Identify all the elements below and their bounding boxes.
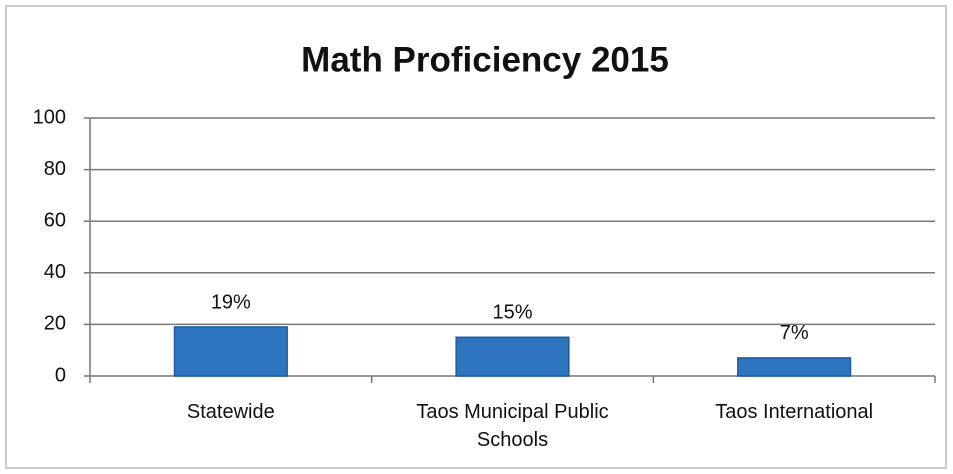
bar xyxy=(173,326,288,377)
y-tick-label: 100 xyxy=(33,106,66,128)
y-tick-label: 80 xyxy=(44,158,66,180)
chart-title: Math Proficiency 2015 xyxy=(301,40,669,79)
data-label: 15% xyxy=(492,302,532,324)
x-tick-label: Taos Municipal Public Schools xyxy=(416,401,609,451)
bar xyxy=(455,336,570,377)
y-tick-label: 20 xyxy=(44,313,66,335)
data-label: 7% xyxy=(780,322,809,344)
x-tick-label: Statewide xyxy=(186,401,275,423)
bar xyxy=(737,357,852,377)
y-tick-label: 60 xyxy=(44,209,66,231)
data-label: 19% xyxy=(211,291,251,313)
x-tick-label: Taos International xyxy=(715,401,874,423)
chart-border xyxy=(5,5,947,469)
y-tick-label: 0 xyxy=(55,364,66,386)
y-tick-label: 40 xyxy=(44,261,66,283)
